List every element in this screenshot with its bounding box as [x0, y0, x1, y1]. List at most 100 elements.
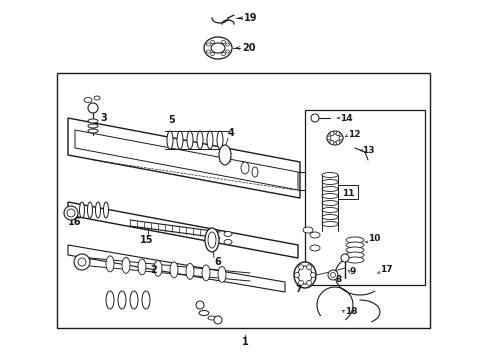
Text: 4: 4 — [228, 128, 235, 138]
Ellipse shape — [154, 260, 162, 276]
Circle shape — [311, 273, 316, 278]
Ellipse shape — [217, 131, 223, 149]
Circle shape — [294, 273, 299, 278]
Text: 11: 11 — [342, 189, 354, 198]
Ellipse shape — [197, 131, 203, 149]
Ellipse shape — [177, 131, 183, 149]
Ellipse shape — [346, 257, 364, 263]
Ellipse shape — [322, 180, 338, 185]
Ellipse shape — [208, 232, 216, 248]
Text: 19: 19 — [244, 13, 258, 23]
Ellipse shape — [224, 231, 232, 237]
Circle shape — [67, 209, 75, 217]
Ellipse shape — [221, 53, 225, 55]
Text: 16: 16 — [68, 217, 81, 227]
Ellipse shape — [218, 266, 226, 282]
Text: 3: 3 — [100, 113, 107, 123]
Ellipse shape — [94, 96, 100, 100]
Text: 14: 14 — [340, 113, 353, 122]
Ellipse shape — [225, 50, 229, 53]
Circle shape — [78, 258, 86, 266]
Circle shape — [307, 265, 312, 270]
Text: 18: 18 — [345, 307, 358, 316]
Ellipse shape — [225, 43, 229, 46]
Ellipse shape — [170, 262, 178, 278]
Text: 17: 17 — [380, 266, 392, 274]
Ellipse shape — [130, 291, 138, 309]
Circle shape — [88, 103, 98, 113]
Circle shape — [330, 273, 336, 278]
Ellipse shape — [224, 239, 232, 244]
Ellipse shape — [211, 40, 215, 44]
Text: 8: 8 — [336, 275, 342, 284]
Circle shape — [328, 270, 338, 280]
Text: 7: 7 — [295, 285, 301, 294]
Circle shape — [330, 132, 334, 136]
Ellipse shape — [106, 256, 114, 272]
Ellipse shape — [122, 257, 130, 273]
Ellipse shape — [322, 207, 338, 212]
Circle shape — [298, 265, 303, 270]
Ellipse shape — [330, 134, 340, 142]
Ellipse shape — [206, 50, 211, 53]
Ellipse shape — [208, 316, 216, 320]
Ellipse shape — [88, 124, 98, 128]
Bar — [305, 110, 425, 285]
Ellipse shape — [206, 43, 211, 46]
Ellipse shape — [199, 310, 209, 315]
Ellipse shape — [88, 129, 98, 133]
Ellipse shape — [346, 252, 364, 258]
Ellipse shape — [322, 194, 338, 198]
Ellipse shape — [205, 228, 219, 252]
Circle shape — [196, 301, 204, 309]
Ellipse shape — [310, 232, 320, 238]
Text: 6: 6 — [214, 257, 221, 267]
Ellipse shape — [142, 291, 150, 309]
Ellipse shape — [88, 202, 93, 218]
Ellipse shape — [211, 53, 215, 55]
Ellipse shape — [327, 131, 343, 145]
Text: 5: 5 — [168, 115, 175, 125]
Circle shape — [307, 280, 312, 285]
Circle shape — [327, 136, 331, 140]
Ellipse shape — [294, 262, 316, 288]
Ellipse shape — [221, 40, 225, 44]
Ellipse shape — [322, 221, 338, 226]
Ellipse shape — [322, 215, 338, 220]
Text: 13: 13 — [362, 145, 374, 154]
Ellipse shape — [241, 162, 249, 174]
Ellipse shape — [310, 245, 320, 251]
Text: 20: 20 — [242, 43, 255, 53]
Ellipse shape — [346, 237, 364, 243]
Ellipse shape — [103, 202, 108, 218]
Circle shape — [298, 280, 303, 285]
Ellipse shape — [303, 227, 313, 233]
Bar — [338, 185, 358, 199]
Ellipse shape — [202, 265, 210, 281]
Ellipse shape — [186, 264, 194, 279]
Text: 2: 2 — [150, 265, 157, 275]
Circle shape — [336, 140, 340, 144]
Circle shape — [330, 140, 334, 144]
Text: 10: 10 — [368, 234, 380, 243]
Ellipse shape — [322, 186, 338, 192]
Ellipse shape — [88, 119, 98, 123]
Bar — [57, 73, 430, 328]
Circle shape — [311, 114, 319, 122]
Ellipse shape — [252, 167, 258, 177]
Text: 9: 9 — [350, 267, 356, 276]
Ellipse shape — [106, 291, 114, 309]
Ellipse shape — [211, 43, 225, 53]
Ellipse shape — [187, 131, 193, 149]
Ellipse shape — [167, 131, 173, 149]
Ellipse shape — [204, 37, 232, 59]
Ellipse shape — [96, 202, 100, 218]
Circle shape — [341, 254, 349, 262]
Text: 15: 15 — [140, 235, 153, 245]
Circle shape — [339, 136, 343, 140]
Ellipse shape — [298, 266, 312, 284]
Ellipse shape — [84, 98, 92, 103]
Ellipse shape — [207, 131, 213, 149]
Ellipse shape — [219, 145, 231, 165]
Ellipse shape — [322, 201, 338, 206]
